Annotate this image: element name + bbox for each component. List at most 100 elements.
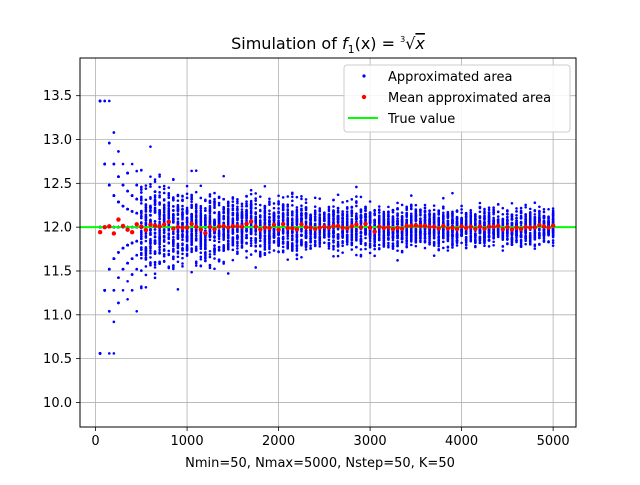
approximated-area-point [410,244,413,247]
approximated-area-point [456,210,459,213]
approximated-area-point [511,202,514,205]
approximated-area-point [318,216,321,219]
approximated-area-point [177,220,180,223]
approximated-area-point [383,213,386,216]
approximated-area-point [511,240,514,243]
approximated-area-point [232,200,235,203]
approximated-area-point [524,235,527,238]
approximated-area-point [99,352,102,355]
approximated-area-point [232,204,235,207]
approximated-area-point [520,216,523,219]
approximated-area-point [492,232,495,235]
approximated-area-point [163,217,166,220]
approximated-area-point [428,215,431,218]
approximated-area-point [273,236,276,239]
approximated-area-point [373,220,376,223]
approximated-area-point [479,231,482,234]
approximated-area-point [286,237,289,240]
approximated-area-point [474,239,477,242]
approximated-area-point [456,220,459,223]
approximated-area-point [410,194,413,197]
approximated-area-point [117,276,120,279]
approximated-area-point [286,218,289,221]
approximated-area-point [355,233,358,236]
approximated-area-point [113,289,116,292]
approximated-area-point [209,218,212,221]
approximated-area-point [401,241,404,244]
approximated-area-point [236,222,239,225]
approximated-area-point [350,218,353,221]
approximated-area-point [108,310,111,313]
approximated-area-point [145,232,148,235]
approximated-area-point [108,268,111,271]
approximated-area-point [126,244,129,247]
approximated-area-point [314,196,317,199]
approximated-area-point [497,210,500,213]
approximated-area-point [117,175,120,178]
approximated-area-point [195,237,198,240]
approximated-area-point [250,203,253,206]
approximated-area-point [355,230,358,233]
approximated-area-point [300,220,303,223]
approximated-area-point [232,249,235,252]
approximated-area-point [213,267,216,270]
approximated-area-point [360,242,363,245]
approximated-area-point [227,240,230,243]
approximated-area-point [360,235,363,238]
approximated-area-point [218,229,221,232]
approximated-area-point [250,193,253,196]
approximated-area-point [442,207,445,210]
approximated-area-point [218,246,221,249]
approximated-area-point [401,250,404,253]
approximated-area-point [501,218,504,221]
approximated-area-point [181,195,184,198]
approximated-area-point [337,211,340,214]
approximated-area-point [492,237,495,240]
approximated-area-point [392,211,395,214]
approximated-area-point [213,205,216,208]
approximated-area-point [392,243,395,246]
approximated-area-point [378,234,381,237]
approximated-area-point [158,212,161,215]
approximated-area-point [254,203,257,206]
approximated-area-point [378,215,381,218]
approximated-area-point [451,216,454,219]
approximated-area-point [145,258,148,261]
approximated-area-point [543,232,546,235]
approximated-area-point [492,206,495,209]
approximated-area-point [469,235,472,238]
approximated-area-point [396,249,399,252]
approximated-area-point [387,213,390,216]
approximated-area-point [209,250,212,253]
approximated-area-point [268,221,271,224]
approximated-area-point [190,204,193,207]
approximated-area-point [296,247,299,250]
approximated-area-point [259,219,262,222]
approximated-area-point [145,252,148,255]
approximated-area-point [300,195,303,198]
approximated-area-point [396,223,399,226]
approximated-area-point [451,243,454,246]
approximated-area-point [433,209,436,212]
approximated-area-point [122,205,125,208]
approximated-area-point [350,212,353,215]
approximated-area-point [437,241,440,244]
approximated-area-point [195,204,198,207]
approximated-area-point [501,213,504,216]
approximated-area-point [305,206,308,209]
approximated-area-point [236,208,239,211]
approximated-area-point [140,196,143,199]
approximated-area-point [534,235,537,238]
approximated-area-point [108,100,111,103]
approximated-area-point [369,215,372,218]
approximated-area-point [442,218,445,221]
approximated-area-point [401,204,404,207]
approximated-area-point [232,207,235,210]
approximated-area-point [392,246,395,249]
approximated-area-point [410,240,413,243]
approximated-area-point [465,213,468,216]
approximated-area-point [419,211,422,214]
approximated-area-point [140,238,143,241]
approximated-area-point [501,249,504,252]
approximated-area-point [149,249,152,252]
